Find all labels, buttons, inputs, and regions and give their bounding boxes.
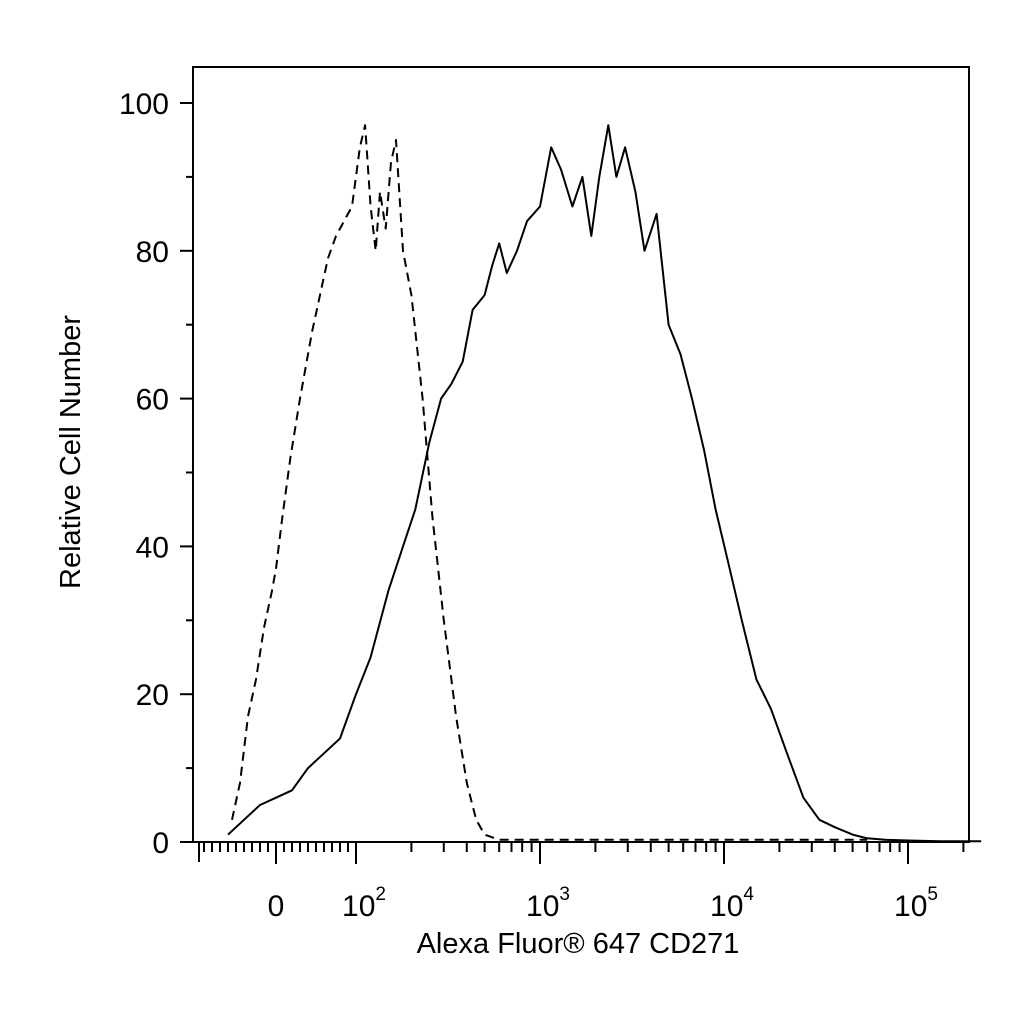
y-tick-label: 20 <box>136 679 169 712</box>
series-line-dashed <box>231 124 868 841</box>
x-tick-label: 105 <box>894 884 938 923</box>
x-tick-label: 102 <box>342 884 386 923</box>
y-axis: 0 20 40 60 80 100 <box>119 88 193 860</box>
x-tick-label: 103 <box>526 884 570 923</box>
x-axis: 0 102 103 104 105 <box>198 842 965 923</box>
plot-frame <box>192 66 970 843</box>
y-axis-label: Relative Cell Number <box>55 315 87 589</box>
y-tick-label: 0 <box>152 827 169 860</box>
plot-series-group <box>227 124 982 843</box>
y-tick-label: 100 <box>119 88 169 121</box>
series-line-solid <box>227 124 982 843</box>
y-tick-label: 40 <box>136 531 169 564</box>
y-tick-label: 60 <box>136 384 169 417</box>
y-tick-label: 80 <box>136 236 169 269</box>
x-tick-label: 0 <box>268 890 285 923</box>
x-tick-label: 104 <box>710 884 754 923</box>
x-axis-label: Alexa Fluor® 647 CD271 <box>417 928 740 960</box>
